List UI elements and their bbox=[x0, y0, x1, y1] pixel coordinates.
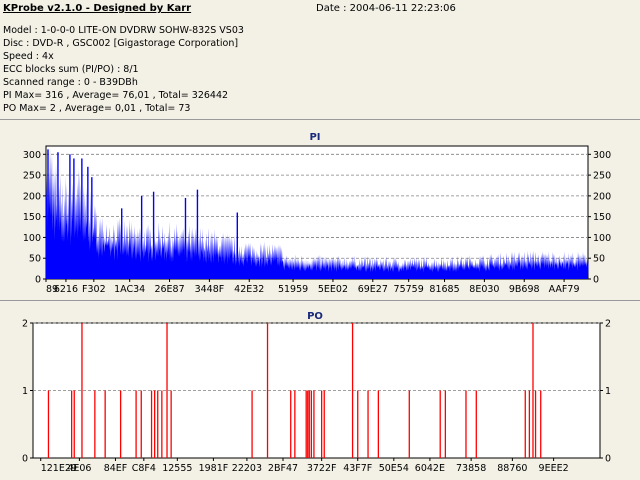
po-x-tick-label: 121E29 bbox=[41, 463, 77, 474]
pi-x-tick-label: 89 bbox=[46, 284, 58, 295]
po-x-tick-label: 43F7F bbox=[343, 463, 372, 474]
po-x-tick-label: 50E54 bbox=[379, 463, 409, 474]
pi-x-tick-label: 5EE02 bbox=[318, 284, 348, 295]
pi-y-tick-label-left: 150 bbox=[23, 212, 41, 223]
pi-y-tick-label-right: 150 bbox=[593, 212, 611, 223]
po-x-tick-label: 84EF bbox=[104, 463, 128, 474]
pi-y-tick-label-left: 0 bbox=[35, 275, 41, 286]
pi-chart: PI 0 50 100 150 200 250 300 0 50 100 150 200 250 300… bbox=[23, 132, 611, 295]
po-y-tick-label-left: 1 bbox=[22, 386, 28, 397]
disc-info: Disc : DVD-R , GSC002 [Gigastorage Corpo… bbox=[3, 38, 239, 49]
po-x-tick-label: 4E06 bbox=[67, 463, 91, 474]
pi-y-axis-left: 0 50 100 150 200 250 300 bbox=[23, 150, 46, 286]
pi-x-tick-label: 26E87 bbox=[154, 284, 184, 295]
scanned-range: Scanned range : 0 - B39DBh bbox=[3, 77, 138, 88]
po-x-tick-label: 88760 bbox=[497, 463, 527, 474]
app-title: KProbe v2.1.0 - Designed by Karr bbox=[3, 3, 192, 14]
po-x-tick-label: 3722F bbox=[307, 463, 337, 474]
po-y-axis-left: 0 1 2 bbox=[22, 319, 33, 465]
scan-speed: Speed : 4x bbox=[3, 51, 54, 62]
po-x-tick-label: 2BF47 bbox=[268, 463, 298, 474]
pi-y-tick-label-right: 0 bbox=[593, 275, 599, 286]
pi-y-tick-label-left: 200 bbox=[23, 191, 41, 202]
pi-x-tick-label: 6216 bbox=[54, 284, 78, 295]
pi-series-area bbox=[46, 146, 589, 279]
pi-chart-title: PI bbox=[309, 132, 320, 143]
pi-y-tick-label-right: 250 bbox=[593, 171, 611, 182]
pi-x-tick-label: F302 bbox=[82, 284, 106, 295]
pi-x-tick-label: 8E030 bbox=[469, 284, 499, 295]
po-x-tick-label: 12555 bbox=[162, 463, 192, 474]
po-grid bbox=[33, 322, 600, 391]
po-x-tick-label: 1981F bbox=[199, 463, 229, 474]
po-y-tick-label-right: 0 bbox=[605, 454, 611, 465]
po-x-tick-label: 9EEE2 bbox=[539, 463, 569, 474]
po-chart-title: PO bbox=[307, 311, 323, 322]
scan-date: Date : 2004-06-11 22:23:06 bbox=[316, 3, 456, 14]
pi-y-tick-label-left: 50 bbox=[29, 254, 41, 265]
pi-y-tick-label-left: 100 bbox=[23, 233, 41, 244]
pi-y-tick-label-left: 250 bbox=[23, 171, 41, 182]
pi-x-tick-label: 42E32 bbox=[234, 284, 264, 295]
drive-model: Model : 1-0-0-0 LITE-ON DVDRW SOHW-832S … bbox=[3, 25, 244, 36]
pi-x-tick-label: 51959 bbox=[278, 284, 308, 295]
pi-x-tick-label: 3448F bbox=[195, 284, 225, 295]
po-y-tick-label-left: 2 bbox=[22, 319, 28, 330]
report-header: KProbe v2.1.0 - Designed by Karr Date : … bbox=[0, 0, 640, 120]
po-events bbox=[47, 323, 542, 458]
po-y-tick-label-right: 1 bbox=[605, 386, 611, 397]
po-x-tick-label: 6042E bbox=[415, 463, 445, 474]
ecc-blocks: ECC blocks sum (PI/PO) : 8/1 bbox=[3, 64, 139, 75]
pi-summary: PI Max= 316 , Average= 76,01 , Total= 32… bbox=[3, 90, 229, 101]
pi-x-tick-label: 81685 bbox=[429, 284, 459, 295]
po-y-tick-label-left: 0 bbox=[22, 454, 28, 465]
pi-peaks bbox=[47, 149, 238, 279]
po-y-tick-label-right: 2 bbox=[605, 319, 611, 330]
po-x-tick-label: 73858 bbox=[456, 463, 486, 474]
pi-y-tick-label-left: 300 bbox=[23, 150, 41, 161]
pi-y-tick-label-right: 100 bbox=[593, 233, 611, 244]
pi-x-tick-label: 75759 bbox=[394, 284, 424, 295]
po-summary: PO Max= 2 , Average= 0,01 , Total= 73 bbox=[3, 103, 191, 114]
po-y-axis-right: 0 1 2 bbox=[600, 319, 611, 465]
pi-y-axis-right: 0 50 100 150 200 250 300 bbox=[588, 150, 611, 286]
pi-x-tick-label: AAF79 bbox=[549, 284, 580, 295]
pi-x-tick-label: 9B698 bbox=[509, 284, 540, 295]
po-x-tick-label: 22203 bbox=[232, 463, 262, 474]
pi-y-tick-label-right: 300 bbox=[593, 150, 611, 161]
pi-x-tick-label: 1AC34 bbox=[114, 284, 145, 295]
pi-y-tick-label-right: 50 bbox=[593, 254, 605, 265]
po-x-tick-label: C8F4 bbox=[132, 463, 156, 474]
pi-y-tick-label-right: 200 bbox=[593, 191, 611, 202]
pi-x-tick-label: 69E27 bbox=[358, 284, 388, 295]
